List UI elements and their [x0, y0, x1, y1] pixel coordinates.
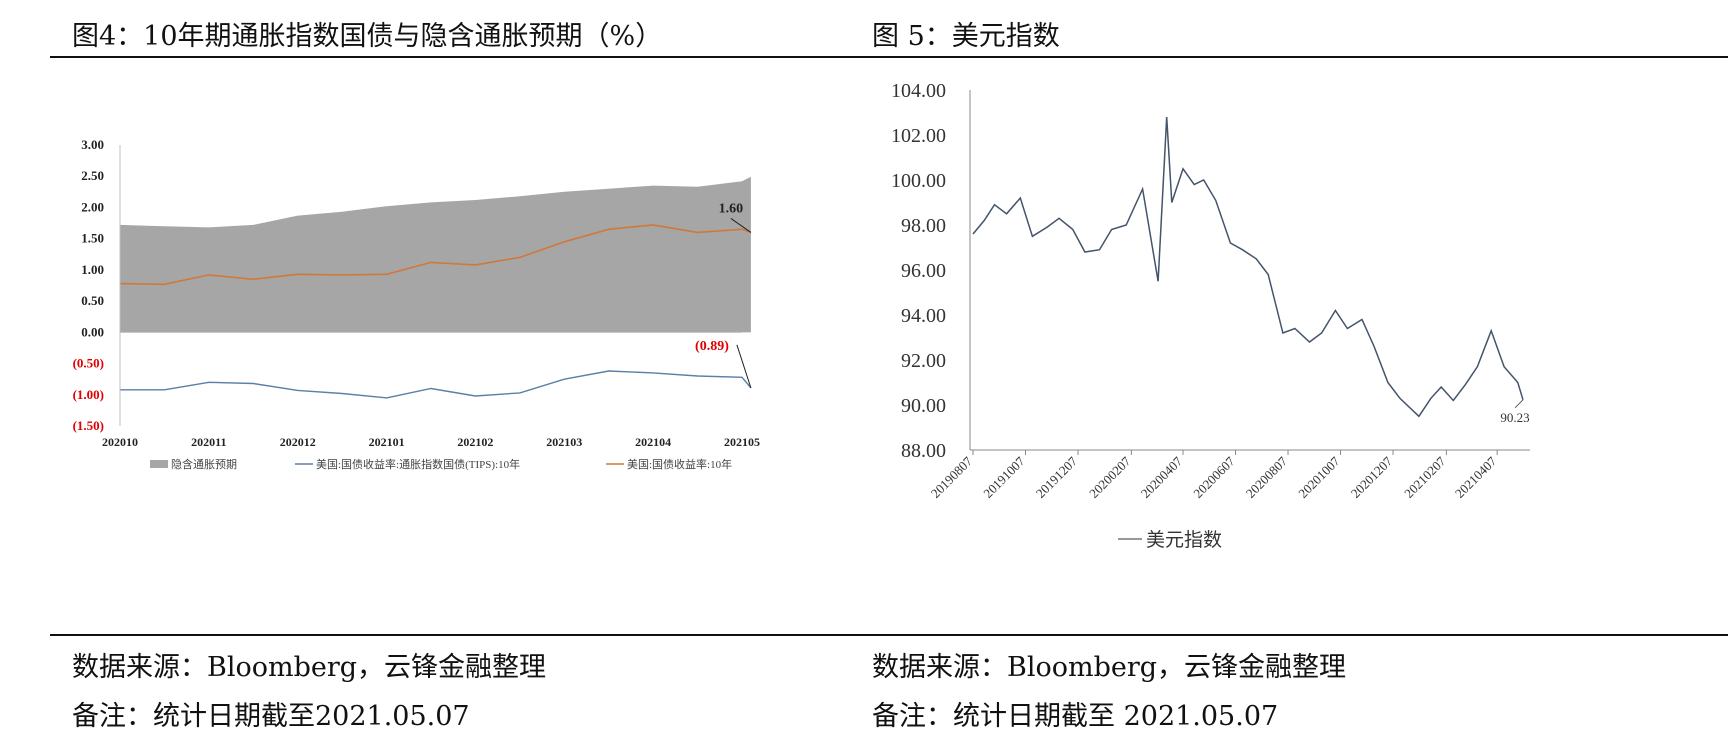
annotation-leader-tips — [736, 344, 752, 389]
x-tick-label: 20200807 — [1243, 453, 1291, 501]
x-tick-label: 202010 — [102, 435, 138, 449]
series-area-breakeven — [120, 176, 751, 333]
y-tick-label: 1.50 — [81, 231, 104, 246]
right-chart-title: 图 5：美元指数 — [872, 21, 1060, 52]
y-tick-label: 1.00 — [81, 262, 104, 277]
x-tick-label: 20201007 — [1295, 453, 1343, 501]
annotation-last-value: 90.23 — [1500, 410, 1529, 425]
y-tick-label: (1.50) — [73, 418, 104, 433]
series-line-tips-10y — [120, 370, 752, 399]
legend-label-dxy: 美元指数 — [1146, 529, 1222, 551]
x-tick-label: 202102 — [457, 435, 493, 449]
dollar-index-chart: 104.00 102.00 100.00 98.00 96.00 94.00 92.00 90… — [891, 80, 1530, 551]
right-remark-note: 备注：统计日期截至 2021.05.07 — [872, 701, 1279, 732]
x-tick-label: 202105 — [724, 435, 760, 449]
y-tick-label: (0.50) — [73, 356, 104, 371]
y-tick-label: (1.00) — [73, 387, 104, 402]
x-tick-label: 20200407 — [1138, 453, 1186, 501]
x-tick-label: 202101 — [369, 435, 405, 449]
y-tick-label: 94.00 — [901, 305, 946, 327]
annotation-leader-last — [1514, 399, 1524, 409]
y-tick-label: 92.00 — [901, 350, 946, 372]
annotation-last-nominal: 1.60 — [719, 201, 744, 216]
legend-label-tips: 美国:国债收益率:通胀指数国债(TIPS):10年 — [316, 457, 520, 471]
y-tick-label: 0.00 — [81, 324, 104, 339]
y-tick-label: 102.00 — [891, 125, 946, 147]
tips-breakeven-chart: 3.00 2.50 2.00 1.50 1.00 0.50 0.00 (0.50) (1.00)… — [73, 137, 760, 471]
annotation-leader-nominal — [730, 218, 752, 233]
x-tick-label: 20191207 — [1033, 453, 1081, 501]
y-tick-label: 88.00 — [901, 440, 946, 462]
y-tick-label: 98.00 — [901, 215, 946, 237]
legend-label-area: 隐含通胀预期 — [171, 457, 237, 471]
annotation-last-tips: (0.89) — [695, 339, 729, 354]
y-tick-label: 2.00 — [81, 199, 104, 214]
y-tick-label: 104.00 — [891, 80, 946, 102]
x-tick-label: 202104 — [635, 435, 671, 449]
series-line-nominal-10y — [119, 224, 752, 286]
y-tick-label: 3.00 — [81, 137, 104, 152]
left-chart-title: 图4：10年期通胀指数国债与隐含通胀预期（%） — [72, 21, 663, 52]
x-tick-label: 202103 — [546, 435, 582, 449]
x-tick-label: 202012 — [280, 435, 316, 449]
bottom-rule — [50, 634, 1728, 636]
y-tick-label: 0.50 — [81, 293, 104, 308]
x-tick-label: 20200207 — [1086, 453, 1134, 501]
x-tick-label: 20210207 — [1401, 453, 1449, 501]
legend-swatch-area — [150, 460, 168, 468]
x-tick-label: 20210407 — [1452, 453, 1500, 501]
x-tick-label: 20200607 — [1190, 453, 1238, 501]
y-tick-label: 2.50 — [81, 168, 104, 183]
left-remark-note: 备注：统计日期截至2021.05.07 — [72, 701, 470, 732]
series-line-dxy — [972, 116, 1524, 418]
top-rule — [50, 56, 1728, 58]
y-tick-label: 100.00 — [891, 170, 946, 192]
x-tick-label: 20201207 — [1348, 453, 1396, 501]
x-tick-label: 20191007 — [980, 453, 1028, 501]
right-source-note: 数据来源：Bloomberg，云锋金融整理 — [872, 652, 1347, 683]
left-source-note: 数据来源：Bloomberg，云锋金融整理 — [72, 652, 547, 683]
y-tick-label: 96.00 — [901, 260, 946, 282]
legend-label-nominal: 美国:国债收益率:10年 — [627, 457, 732, 471]
x-tick-label: 202011 — [191, 435, 226, 449]
y-tick-label: 90.00 — [901, 395, 946, 417]
